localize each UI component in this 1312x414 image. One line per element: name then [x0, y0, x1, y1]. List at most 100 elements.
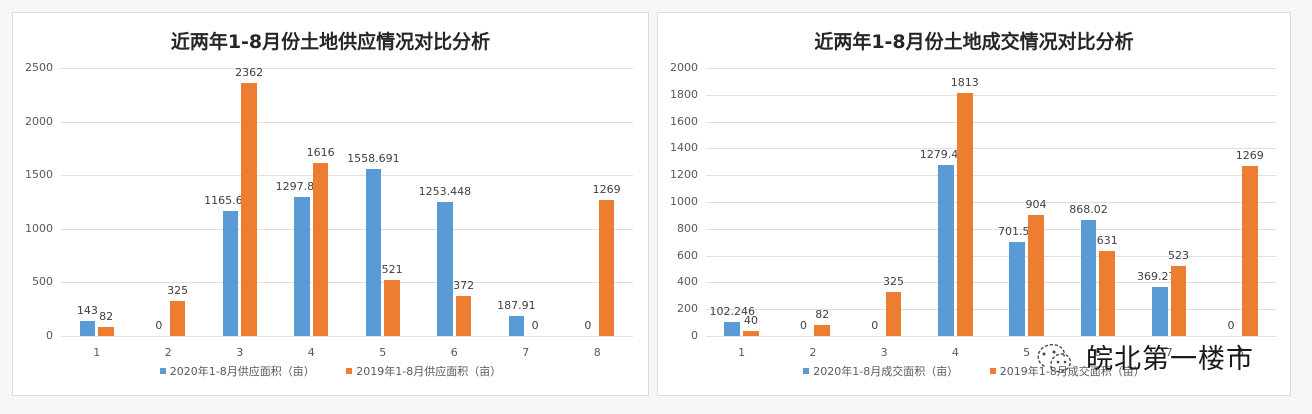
- y-axis-tick: 1200: [670, 168, 698, 182]
- gridline: [706, 121, 1276, 123]
- x-axis-tick: 8: [1236, 346, 1244, 359]
- x-axis-tick: 2: [809, 346, 817, 359]
- gridline: [61, 121, 633, 123]
- x-axis-tick: 7: [522, 346, 530, 359]
- bar: [885, 292, 902, 336]
- bar: [1009, 241, 1026, 336]
- bar: [365, 168, 382, 336]
- x-axis-tick: 4: [951, 346, 959, 359]
- bar: [814, 325, 831, 336]
- bar: [79, 320, 96, 336]
- bar: [1170, 265, 1187, 336]
- bar: [384, 280, 400, 336]
- bar: [1241, 165, 1258, 336]
- y-axis-tick: 600: [677, 248, 698, 262]
- gridline: [706, 175, 1276, 177]
- bar: [724, 322, 741, 336]
- bar: [222, 211, 239, 336]
- y-axis-tick: 200: [677, 302, 698, 316]
- bar: [294, 196, 310, 336]
- legend-item-2020: 2020年1-8月成交面积（亩）: [803, 363, 958, 379]
- bar: [1099, 251, 1116, 336]
- y-axis-tick: 1600: [670, 114, 698, 128]
- bar: [598, 199, 615, 336]
- bar: [1080, 219, 1097, 336]
- gridline: [706, 255, 1276, 257]
- data-label: 1813: [950, 76, 979, 90]
- data-label: 187.91: [497, 298, 536, 312]
- data-label: 325: [882, 275, 904, 289]
- data-label: 2362: [235, 65, 264, 79]
- watermark: 皖北第一楼市: [1030, 336, 1254, 376]
- gridline: [61, 336, 633, 337]
- bar: [508, 315, 525, 336]
- supply-chart-panel: 近两年1-8月份土地供应情况对比分析 0 500 1000 1500 2000 2500 1…: [12, 12, 649, 396]
- data-label: 1269: [1235, 148, 1264, 162]
- bar: [169, 301, 186, 336]
- gridline: [706, 336, 1276, 337]
- data-label: 0: [531, 319, 539, 332]
- x-axis-tick: 1: [93, 346, 101, 359]
- data-label: 1558.691: [347, 151, 400, 165]
- x-axis-tick: 8: [593, 346, 601, 359]
- y-axis-tick: 1000: [670, 195, 698, 208]
- data-label: 701.58: [998, 224, 1037, 238]
- data-label: 0: [584, 319, 592, 332]
- legend-swatch-blue: [159, 368, 166, 374]
- y-axis-tick: 500: [32, 275, 53, 289]
- chart-legend: 2020年1-8月供应面积（亩） 2019年1-8月供应面积（亩）: [13, 363, 648, 379]
- y-axis-tick: 2500: [25, 61, 53, 74]
- bar: [437, 201, 453, 336]
- data-label: 82: [815, 308, 830, 321]
- data-label: 523: [1167, 248, 1189, 262]
- x-axis-tick: 6: [1094, 346, 1102, 359]
- y-axis-tick: 0: [691, 329, 698, 342]
- gridline: [706, 228, 1276, 230]
- data-label: 521: [381, 263, 403, 277]
- data-label: 0: [1227, 319, 1235, 332]
- watermark-text: 皖北第一楼市: [1086, 343, 1254, 375]
- x-axis-tick: 7: [1165, 346, 1173, 359]
- y-axis-tick: 1500: [25, 168, 53, 182]
- y-axis-tick: 0: [46, 329, 53, 342]
- gridline: [61, 228, 633, 230]
- data-label: 868.02: [1069, 202, 1108, 216]
- bar: [241, 82, 257, 336]
- data-label: 372: [453, 279, 475, 293]
- wechat-dotted-icon: [1037, 344, 1071, 373]
- legend-swatch-blue: [803, 368, 810, 374]
- x-axis-tick: 3: [880, 346, 888, 359]
- gridline: [706, 309, 1276, 311]
- data-label: 0: [800, 319, 808, 332]
- data-label: 102.246: [709, 305, 756, 319]
- data-label: 1616: [306, 145, 335, 159]
- chart-title: 近两年1-8月份土地成交情况对比分析: [814, 31, 1134, 53]
- bar: [455, 296, 472, 336]
- gridline: [61, 68, 633, 69]
- bar: [1028, 214, 1044, 336]
- data-label: 40: [743, 313, 758, 327]
- legend-label: 2019年1-8月供应面积（亩）: [356, 365, 502, 378]
- data-label: 631: [1096, 234, 1118, 248]
- y-axis-tick: 1000: [25, 221, 53, 235]
- data-label: 82: [99, 310, 114, 324]
- plot-area: 0 200 400 600 800 1000 1200 1400 1600 1800 2000 1 10…: [670, 61, 1276, 359]
- legend-swatch-orange: [346, 368, 353, 374]
- y-axis-tick: 800: [677, 221, 698, 235]
- y-axis-tick: 2000: [25, 114, 53, 128]
- plot-area: 0 500 1000 1500 2000 2500 1 143 82 2 0 325 3 1165.613…: [25, 61, 633, 359]
- data-label: 143: [76, 303, 98, 317]
- bar: [1151, 286, 1168, 336]
- bar: [743, 330, 759, 336]
- data-label: 0: [871, 319, 879, 332]
- legend-item-2019: 2019年1-8月成交面积（亩）: [989, 363, 1145, 379]
- x-axis-tick: 2: [164, 346, 172, 359]
- x-axis-tick: 1: [738, 346, 746, 359]
- gridline: [706, 68, 1276, 69]
- bar: [98, 327, 114, 336]
- y-axis-tick: 2000: [670, 61, 698, 74]
- gridline: [706, 148, 1276, 150]
- gridline: [706, 202, 1276, 203]
- bar: [956, 93, 973, 336]
- gridline: [61, 282, 633, 284]
